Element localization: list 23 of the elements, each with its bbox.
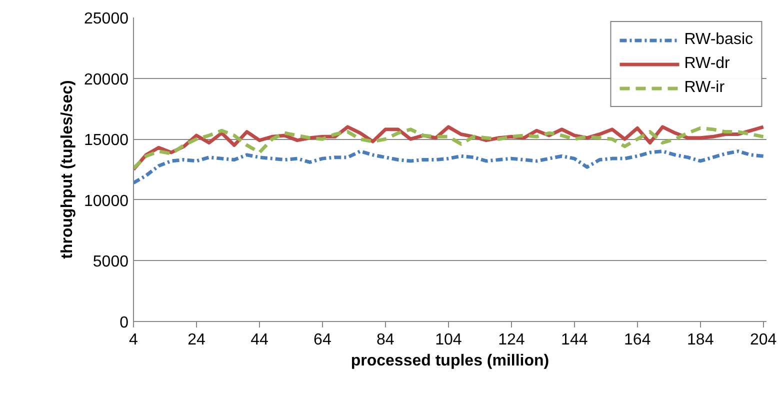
- legend-label: RW-dr: [684, 55, 730, 73]
- x-tick-label: 44: [250, 332, 268, 348]
- x-axis-title: processed tuples (million): [350, 352, 550, 370]
- x-tick-label: 24: [188, 332, 206, 348]
- y-tick-label: 20000: [84, 71, 129, 88]
- x-tick-label: 4: [129, 332, 138, 348]
- x-tick-label: 104: [435, 332, 462, 348]
- y-tick-label: 5000: [92, 254, 129, 271]
- line-series: [134, 150, 766, 185]
- y-tick-label: 15000: [84, 132, 129, 150]
- x-tick-label: 204: [750, 332, 777, 348]
- legend-label: RW-basic: [684, 31, 753, 49]
- y-axis-title: throughput (tuples/sec): [59, 80, 76, 259]
- y-tick-label: 10000: [84, 192, 129, 210]
- y-tick-label: 0: [120, 314, 129, 332]
- x-tick-label: 124: [498, 332, 525, 348]
- x-tick-label: 184: [687, 332, 714, 348]
- x-tick-label: 64: [314, 332, 332, 348]
- legend-label: RW-ir: [684, 79, 725, 97]
- x-tick-label: 84: [376, 332, 394, 348]
- x-tick-label: 164: [624, 332, 651, 348]
- y-tick-label: 25000: [84, 10, 129, 28]
- x-tick-label: 144: [561, 332, 588, 348]
